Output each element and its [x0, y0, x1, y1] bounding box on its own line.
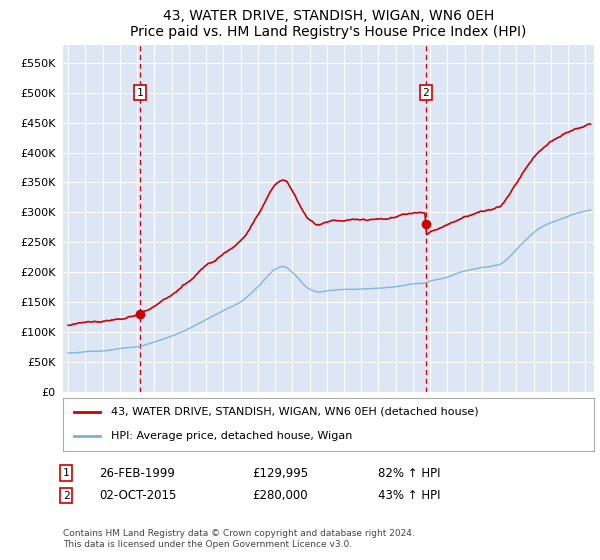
Text: 1: 1 — [62, 468, 70, 478]
Text: 43, WATER DRIVE, STANDISH, WIGAN, WN6 0EH (detached house): 43, WATER DRIVE, STANDISH, WIGAN, WN6 0E… — [111, 407, 478, 417]
Text: 26-FEB-1999: 26-FEB-1999 — [99, 466, 175, 480]
Text: 1: 1 — [136, 88, 143, 97]
Text: HPI: Average price, detached house, Wigan: HPI: Average price, detached house, Wiga… — [111, 431, 352, 441]
Text: 2: 2 — [422, 88, 429, 97]
Text: £129,995: £129,995 — [252, 466, 308, 480]
Text: 02-OCT-2015: 02-OCT-2015 — [99, 489, 176, 502]
Text: 2: 2 — [62, 491, 70, 501]
Text: 43% ↑ HPI: 43% ↑ HPI — [378, 489, 440, 502]
Title: 43, WATER DRIVE, STANDISH, WIGAN, WN6 0EH
Price paid vs. HM Land Registry's Hous: 43, WATER DRIVE, STANDISH, WIGAN, WN6 0E… — [130, 10, 527, 39]
Text: £280,000: £280,000 — [252, 489, 308, 502]
Text: 82% ↑ HPI: 82% ↑ HPI — [378, 466, 440, 480]
Text: Contains HM Land Registry data © Crown copyright and database right 2024.
This d: Contains HM Land Registry data © Crown c… — [63, 529, 415, 549]
